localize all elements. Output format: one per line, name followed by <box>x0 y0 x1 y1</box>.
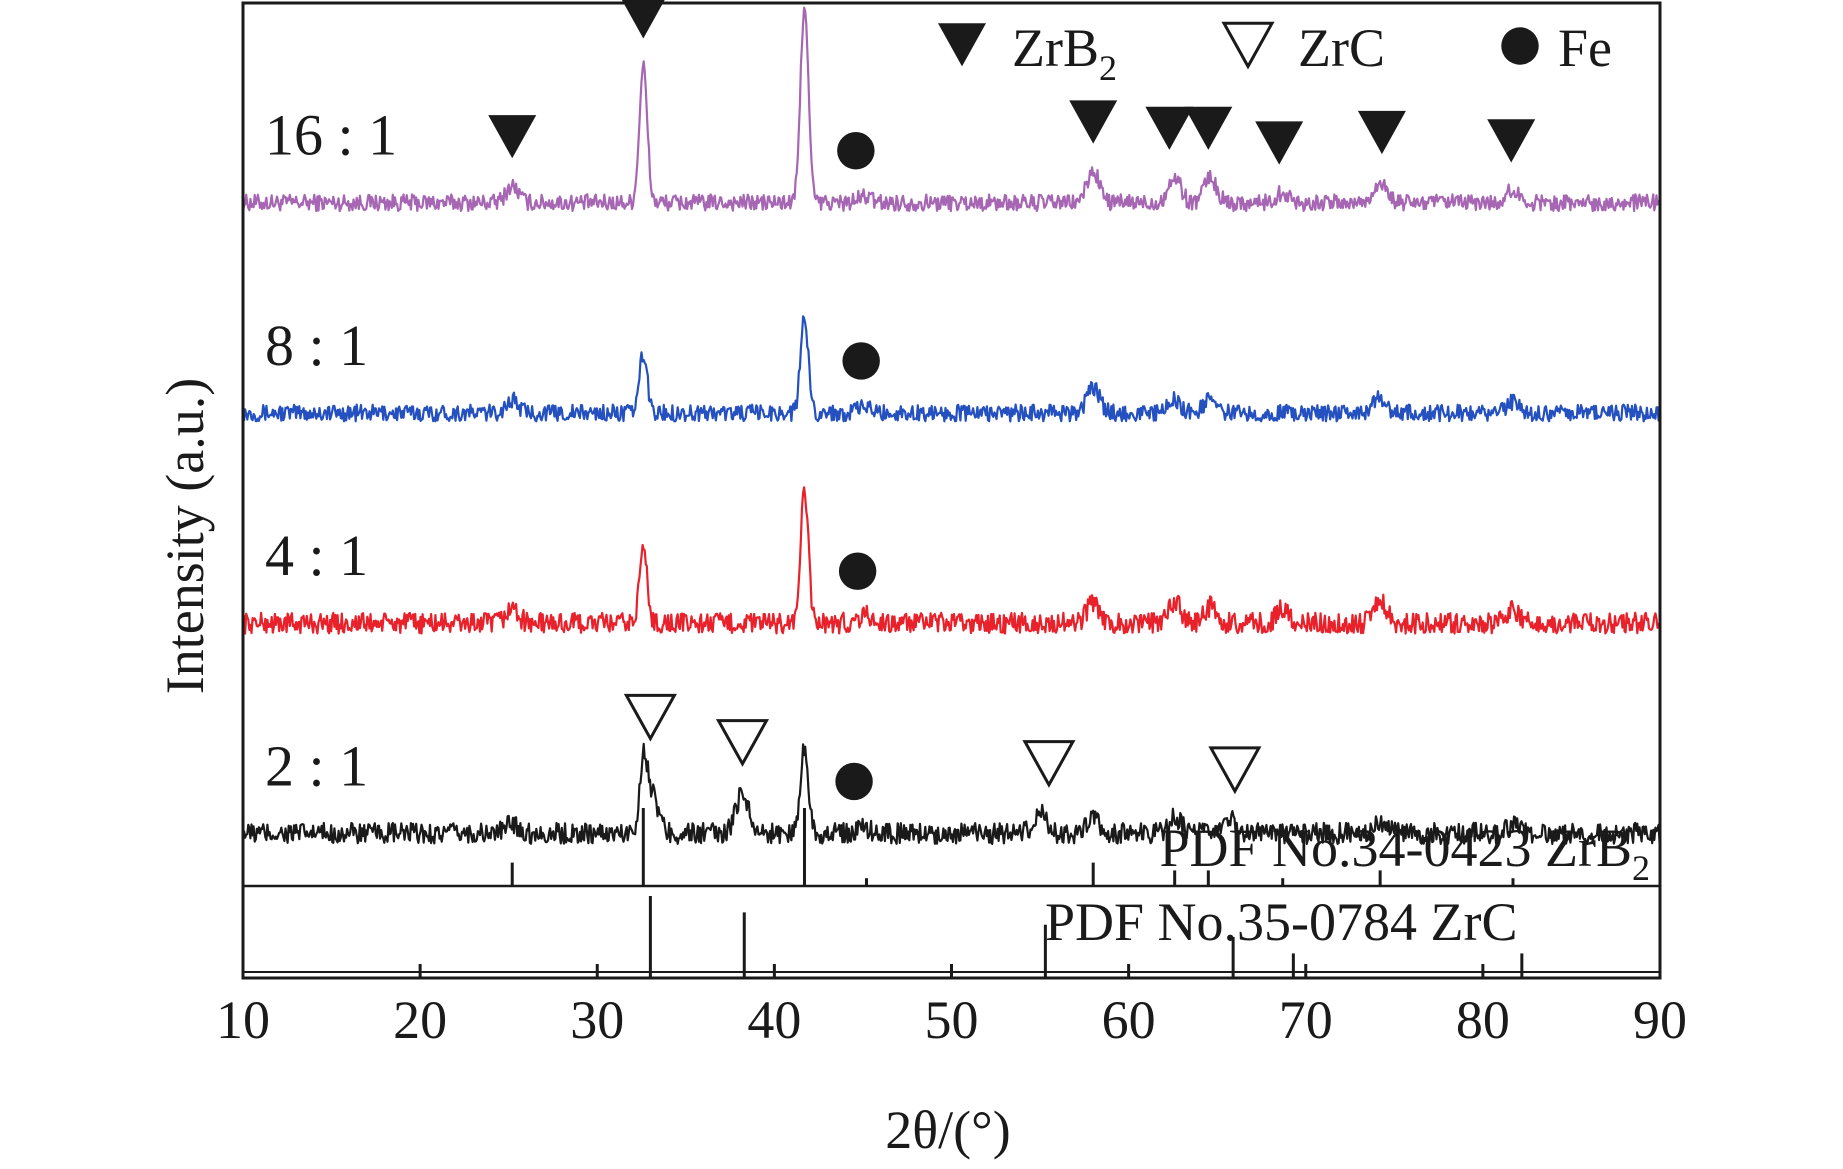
fe-marker <box>838 552 877 590</box>
x-tick-label: 30 <box>570 990 624 1050</box>
zrb2-subscript: 2 <box>1632 848 1650 888</box>
fe-marker <box>837 132 875 170</box>
axes: 10 20 30 40 50 60 70 80 90 <box>216 1 1687 1050</box>
x-tick-label: 80 <box>1456 990 1510 1050</box>
x-tick-label: 20 <box>393 990 447 1050</box>
fe-marker <box>835 762 873 801</box>
x-tick-label: 50 <box>925 990 979 1050</box>
zrc-marker <box>1022 740 1076 788</box>
zrc-marker <box>1208 746 1262 795</box>
legend-subscript: 2 <box>1099 48 1117 88</box>
legend: ZrB2 ZrC Fe <box>938 18 1612 88</box>
zrb2-marker <box>1357 110 1406 155</box>
zrc-reference-label: PDF No.35-0784 ZrC <box>1045 892 1518 952</box>
series-line-2-1 <box>241 742 1661 845</box>
zrb2-marker <box>488 115 537 159</box>
zrb2-marker <box>1184 106 1233 150</box>
legend-label: Fe <box>1558 18 1612 78</box>
series-label: 2 : 1 <box>265 733 368 798</box>
x-axis-title: 2θ/(°) <box>885 1100 1010 1160</box>
series-label: 16 : 1 <box>265 103 397 168</box>
zrb2-reference-label: PDF No.34-0423 ZrB2 <box>1159 818 1650 888</box>
fe-marker <box>842 342 880 380</box>
zrb2-marker <box>1255 121 1304 165</box>
series-label: 4 : 1 <box>265 523 368 588</box>
x-tick-label: 90 <box>1633 990 1687 1050</box>
legend-label: ZrB2 <box>1012 18 1117 88</box>
zrb2-marker <box>938 23 986 67</box>
x-tick-label: 70 <box>1279 990 1333 1050</box>
series-line-16-1 <box>241 6 1661 213</box>
zrb2-marker <box>1487 119 1536 163</box>
x-tick-label: 40 <box>747 990 801 1050</box>
zrc-marker <box>1221 21 1275 70</box>
fe-marker <box>1501 27 1539 65</box>
x-tick-label: 60 <box>1102 990 1156 1050</box>
series-line-4-1 <box>241 486 1661 635</box>
zrc-marker <box>715 719 770 767</box>
zrb2-marker <box>621 0 665 39</box>
y-axis-title: Intensity (a.u.) <box>155 378 215 694</box>
plot-area: 16 : 1 8 : 1 4 : 1 2 : 1 <box>241 0 1661 845</box>
zrb2-marker <box>1145 106 1194 150</box>
series-line-8-1 <box>242 315 1661 423</box>
legend-label: ZrC <box>1298 18 1385 78</box>
series-label: 8 : 1 <box>265 313 368 378</box>
x-tick-label: 10 <box>216 990 270 1050</box>
zrb2-marker <box>1069 100 1118 144</box>
zrc-marker <box>623 693 677 742</box>
